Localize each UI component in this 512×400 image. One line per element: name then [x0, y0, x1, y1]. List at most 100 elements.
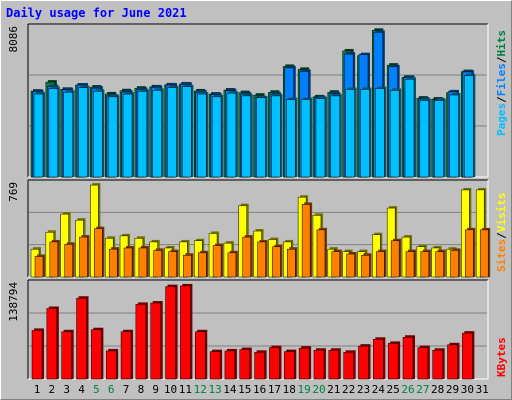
kbytes-bar: [46, 308, 58, 380]
x-tick-label: 5: [93, 383, 100, 396]
sites-bar: [405, 251, 415, 278]
kbytes-bar: [91, 329, 102, 380]
x-tick-label: 15: [238, 383, 251, 396]
pages-bar: [256, 97, 266, 178]
sites-bar: [346, 253, 355, 278]
sites-bar: [242, 236, 252, 278]
kbytes-bar: [61, 331, 72, 380]
x-tick-label: 24: [372, 383, 386, 396]
kbytes-bar: [298, 347, 310, 380]
x-tick-label: 21: [327, 383, 340, 396]
kbytes-bar: [194, 331, 206, 380]
legend-entry: Sites: [495, 239, 508, 272]
x-tick-label: 18: [283, 383, 296, 396]
kbytes-bar: [135, 304, 147, 380]
kbytes-bar: [224, 350, 236, 380]
sites-bar: [435, 251, 444, 278]
sites-bar: [64, 244, 73, 278]
x-tick-label: 1: [34, 383, 41, 396]
kbytes-bar: [209, 351, 221, 380]
legend-bottom: KBytes: [495, 337, 508, 377]
kbytes-bar: [447, 344, 458, 380]
chart-title: Daily usage for June 2021: [6, 6, 187, 20]
sites-bar: [197, 252, 207, 278]
x-tick-label: 17: [268, 383, 281, 396]
kbytes-bar: [417, 347, 429, 380]
kbytes-bar: [180, 285, 191, 380]
legend-entry: Files: [495, 63, 508, 96]
sites-bar: [108, 248, 118, 278]
x-tick-label: 8: [138, 383, 145, 396]
x-tick-label: 25: [387, 383, 400, 396]
pages-bar: [449, 94, 459, 178]
x-tick-label: 22: [342, 383, 355, 396]
kbytes-bar: [432, 350, 443, 380]
pages-bar: [300, 99, 311, 178]
kbytes-bar: [269, 347, 280, 380]
kbytes-bar: [76, 297, 87, 380]
pages-bar: [345, 89, 355, 178]
sites-bar: [331, 251, 341, 278]
kbytes-bar: [254, 352, 265, 380]
x-tick-label: 16: [253, 383, 266, 396]
x-tick-label: 19: [297, 383, 310, 396]
sites-bar: [390, 240, 400, 278]
sites-bar: [450, 250, 459, 278]
kbytes-bar: [165, 286, 176, 380]
sites-bar: [168, 251, 177, 278]
pages-bar: [315, 98, 326, 178]
x-tick-label: 20: [312, 383, 325, 396]
x-tick-label: 27: [416, 383, 429, 396]
x-tick-label: 13: [208, 383, 221, 396]
sites-bar: [34, 256, 44, 278]
x-tick-label: 2: [49, 383, 56, 396]
sites-bar: [227, 252, 237, 278]
pages-bar: [63, 91, 73, 178]
kbytes-bar: [31, 330, 43, 380]
pages-bar: [107, 96, 118, 178]
x-tick-label: 9: [152, 383, 159, 396]
pages-bar: [375, 88, 385, 178]
sites-bar: [301, 204, 311, 278]
pages-bar: [286, 99, 296, 178]
pages-bar: [152, 90, 162, 178]
kbytes-bar: [387, 343, 399, 380]
kbytes-bar: [313, 350, 325, 380]
legend-middle: Sites/Visits: [495, 193, 508, 273]
sites-bar: [94, 228, 103, 278]
kbytes-bar: [150, 302, 161, 380]
y-max-label-top: 8086: [7, 26, 20, 53]
legend-entry: /: [495, 96, 508, 103]
x-tick-label: 31: [476, 383, 489, 396]
pages-bar: [389, 90, 400, 178]
sites-bar: [272, 246, 281, 278]
sites-bar: [257, 241, 266, 278]
pages-bar: [226, 92, 237, 178]
x-tick-label: 3: [63, 383, 70, 396]
y-max-label-bottom: 138794: [7, 282, 20, 322]
pages-bar: [464, 75, 474, 178]
pages-bar: [48, 88, 59, 178]
pages-bar: [93, 91, 103, 178]
x-tick-label: 29: [446, 383, 459, 396]
kbytes-bar: [358, 345, 369, 380]
x-tick-label: 10: [164, 383, 177, 396]
legend-entry: /: [495, 56, 508, 63]
legend-entry: Hits: [495, 30, 508, 57]
pages-bar: [330, 95, 341, 178]
x-tick-label: 23: [357, 383, 370, 396]
kbytes-bar: [239, 349, 251, 380]
pages-bar: [182, 86, 192, 178]
kbytes-bar: [462, 332, 473, 380]
pages-bar: [122, 93, 133, 178]
sites-bar: [138, 247, 148, 278]
x-tick-label: 4: [78, 383, 85, 396]
sites-bar: [212, 245, 222, 278]
kbytes-bar: [120, 331, 132, 380]
pages-bar: [196, 93, 207, 178]
sites-bar: [79, 236, 88, 278]
pages-bar: [419, 100, 430, 178]
kbytes-bar: [402, 336, 414, 380]
legend-entry: /: [495, 232, 508, 239]
sites-bar: [376, 251, 385, 278]
